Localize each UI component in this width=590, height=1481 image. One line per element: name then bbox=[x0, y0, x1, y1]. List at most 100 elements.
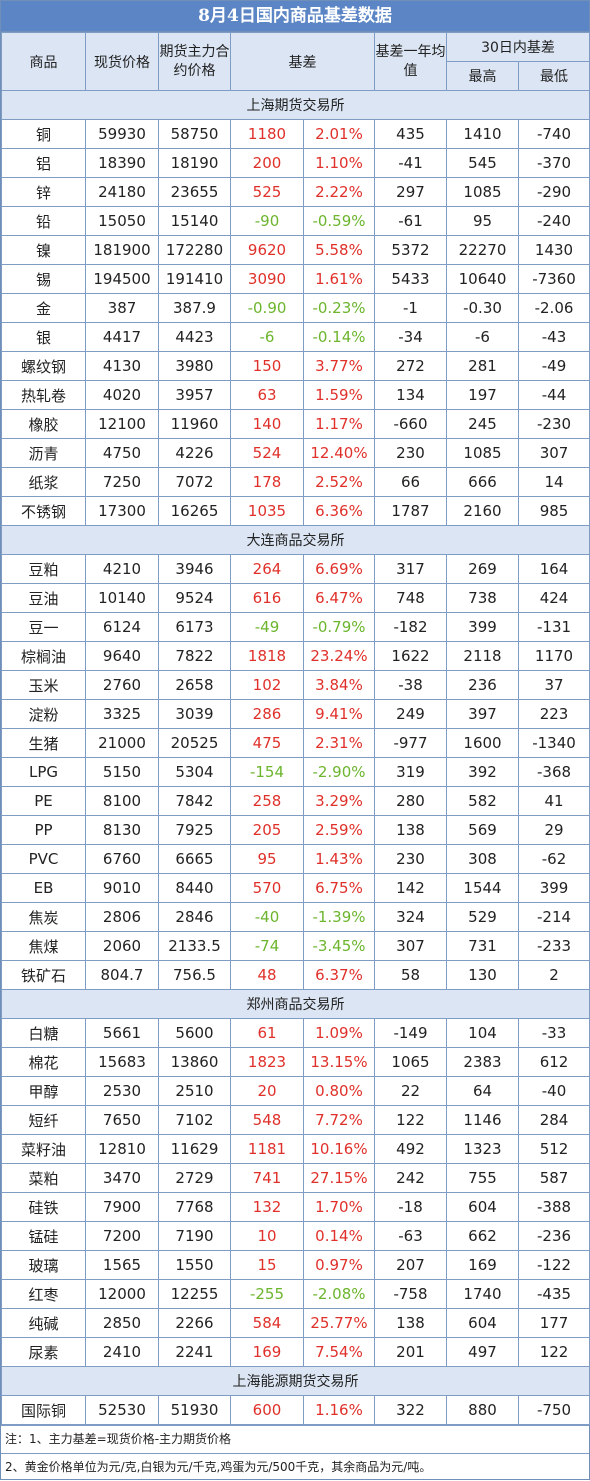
high-30d-cell: 755 bbox=[446, 1163, 519, 1193]
product-cell: 沥青 bbox=[1, 438, 86, 468]
futures-price-cell: 2846 bbox=[158, 902, 231, 932]
basis-percent-cell: 1.70% bbox=[303, 1192, 375, 1222]
year-avg-cell: 307 bbox=[374, 931, 447, 961]
table-row: 生猪 21000 20525 475 2.31% -977 1600 -1340 bbox=[1, 728, 590, 758]
futures-price-cell: 13860 bbox=[158, 1047, 231, 1077]
basis-value-cell: -154 bbox=[230, 757, 304, 787]
basis-value-cell: -90 bbox=[230, 206, 304, 236]
spot-price-cell: 12000 bbox=[85, 1279, 159, 1309]
low-30d-cell: 307 bbox=[517, 438, 590, 468]
low-30d-cell: -43 bbox=[517, 322, 590, 352]
futures-price-cell: 9524 bbox=[158, 583, 231, 613]
basis-value-cell: -49 bbox=[230, 612, 304, 642]
spot-price-cell: 5150 bbox=[85, 757, 159, 787]
year-avg-cell: 1065 bbox=[374, 1047, 447, 1077]
table-row: 豆一 6124 6173 -49 -0.79% -182 399 -131 bbox=[1, 612, 590, 642]
product-cell: LPG bbox=[1, 757, 86, 787]
high-30d-cell: 281 bbox=[446, 351, 519, 381]
low-30d-cell: -230 bbox=[517, 409, 590, 439]
futures-price-cell: 756.5 bbox=[158, 960, 231, 990]
low-30d-cell: 41 bbox=[517, 786, 590, 816]
high-30d-cell: 64 bbox=[446, 1076, 519, 1106]
basis-value-cell: 9620 bbox=[230, 235, 304, 265]
product-cell: 菜籽油 bbox=[1, 1134, 86, 1164]
year-avg-cell: 201 bbox=[374, 1337, 447, 1367]
basis-value-cell: 15 bbox=[230, 1250, 304, 1280]
footnote-2: 2、黄金价格单位为元/克,白银为元/千克,鸡蛋为元/500千克，其余商品为元/吨… bbox=[1, 1453, 589, 1481]
section-row: 上海期货交易所 bbox=[0, 90, 590, 120]
basis-value-cell: -40 bbox=[230, 902, 304, 932]
basis-value-cell: 475 bbox=[230, 728, 304, 758]
product-cell: 豆一 bbox=[1, 612, 86, 642]
year-avg-cell: 138 bbox=[374, 1308, 447, 1338]
spot-price-cell: 804.7 bbox=[85, 960, 159, 990]
year-avg-cell: 58 bbox=[374, 960, 447, 990]
futures-price-cell: 7768 bbox=[158, 1192, 231, 1222]
low-30d-cell: -740 bbox=[517, 119, 590, 149]
header-high: 最高 bbox=[446, 61, 519, 91]
year-avg-cell: 435 bbox=[374, 119, 447, 149]
table-row: 螺纹钢 4130 3980 150 3.77% 272 281 -49 bbox=[1, 351, 590, 381]
futures-price-cell: 18190 bbox=[158, 148, 231, 178]
high-30d-cell: 2383 bbox=[446, 1047, 519, 1077]
basis-value-cell: 524 bbox=[230, 438, 304, 468]
futures-price-cell: 4423 bbox=[158, 322, 231, 352]
basis-percent-cell: 12.40% bbox=[303, 438, 375, 468]
year-avg-cell: 230 bbox=[374, 438, 447, 468]
basis-percent-cell: 0.14% bbox=[303, 1221, 375, 1251]
page-title: 8月4日国内商品基差数据 bbox=[1, 1, 589, 32]
basis-percent-cell: -0.59% bbox=[303, 206, 375, 236]
basis-percent-cell: 1.10% bbox=[303, 148, 375, 178]
year-avg-cell: 322 bbox=[374, 1395, 447, 1425]
spot-price-cell: 3470 bbox=[85, 1163, 159, 1193]
basis-percent-cell: -0.23% bbox=[303, 293, 375, 323]
basis-percent-cell: 1.09% bbox=[303, 1018, 375, 1048]
table-row: 短纤 7650 7102 548 7.72% 122 1146 284 bbox=[1, 1105, 590, 1135]
basis-value-cell: 1818 bbox=[230, 641, 304, 671]
header-30day-basis: 30日内基差 bbox=[445, 32, 590, 62]
low-30d-cell: 1170 bbox=[517, 641, 590, 671]
low-30d-cell: 29 bbox=[517, 815, 590, 845]
high-30d-cell: 397 bbox=[446, 699, 519, 729]
low-30d-cell: -214 bbox=[517, 902, 590, 932]
table-row: 锰硅 7200 7190 10 0.14% -63 662 -236 bbox=[1, 1221, 590, 1251]
table-row: 豆粕 4210 3946 264 6.69% 317 269 164 bbox=[1, 554, 590, 584]
table-row: 硅铁 7900 7768 132 1.70% -18 604 -388 bbox=[1, 1192, 590, 1222]
product-cell: 棕榈油 bbox=[1, 641, 86, 671]
year-avg-cell: -41 bbox=[374, 148, 447, 178]
spot-price-cell: 7650 bbox=[85, 1105, 159, 1135]
table-row: 不锈钢 17300 16265 1035 6.36% 1787 2160 985 bbox=[1, 496, 590, 526]
product-cell: 镍 bbox=[1, 235, 86, 265]
basis-percent-cell: 2.52% bbox=[303, 467, 375, 497]
basis-percent-cell: 0.80% bbox=[303, 1076, 375, 1106]
product-cell: 焦煤 bbox=[1, 931, 86, 961]
product-cell: 玉米 bbox=[1, 670, 86, 700]
spot-price-cell: 18390 bbox=[85, 148, 159, 178]
low-30d-cell: -131 bbox=[517, 612, 590, 642]
high-30d-cell: 604 bbox=[446, 1192, 519, 1222]
high-30d-cell: 666 bbox=[446, 467, 519, 497]
table-row: 棕榈油 9640 7822 1818 23.24% 1622 2118 1170 bbox=[1, 641, 590, 671]
table-row: 锡 194500 191410 3090 1.61% 5433 10640 -7360 bbox=[1, 264, 590, 294]
futures-price-cell: 2133.5 bbox=[158, 931, 231, 961]
table-row: 淀粉 3325 3039 286 9.41% 249 397 223 bbox=[1, 699, 590, 729]
basis-percent-cell: 27.15% bbox=[303, 1163, 375, 1193]
table-row: PVC 6760 6665 95 1.43% 230 308 -62 bbox=[1, 844, 590, 874]
spot-price-cell: 194500 bbox=[85, 264, 159, 294]
futures-price-cell: 11960 bbox=[158, 409, 231, 439]
year-avg-cell: 249 bbox=[374, 699, 447, 729]
year-avg-cell: 1787 bbox=[374, 496, 447, 526]
basis-value-cell: 169 bbox=[230, 1337, 304, 1367]
basis-percent-cell: 1.43% bbox=[303, 844, 375, 874]
low-30d-cell: 612 bbox=[517, 1047, 590, 1077]
product-cell: 热轧卷 bbox=[1, 380, 86, 410]
section-row: 郑州商品交易所 bbox=[0, 989, 590, 1019]
basis-percent-cell: 1.59% bbox=[303, 380, 375, 410]
low-30d-cell: -62 bbox=[517, 844, 590, 874]
low-30d-cell: -290 bbox=[517, 177, 590, 207]
basis-percent-cell: 13.15% bbox=[303, 1047, 375, 1077]
basis-percent-cell: 6.37% bbox=[303, 960, 375, 990]
product-cell: 不锈钢 bbox=[1, 496, 86, 526]
product-cell: 螺纹钢 bbox=[1, 351, 86, 381]
low-30d-cell: 1430 bbox=[517, 235, 590, 265]
